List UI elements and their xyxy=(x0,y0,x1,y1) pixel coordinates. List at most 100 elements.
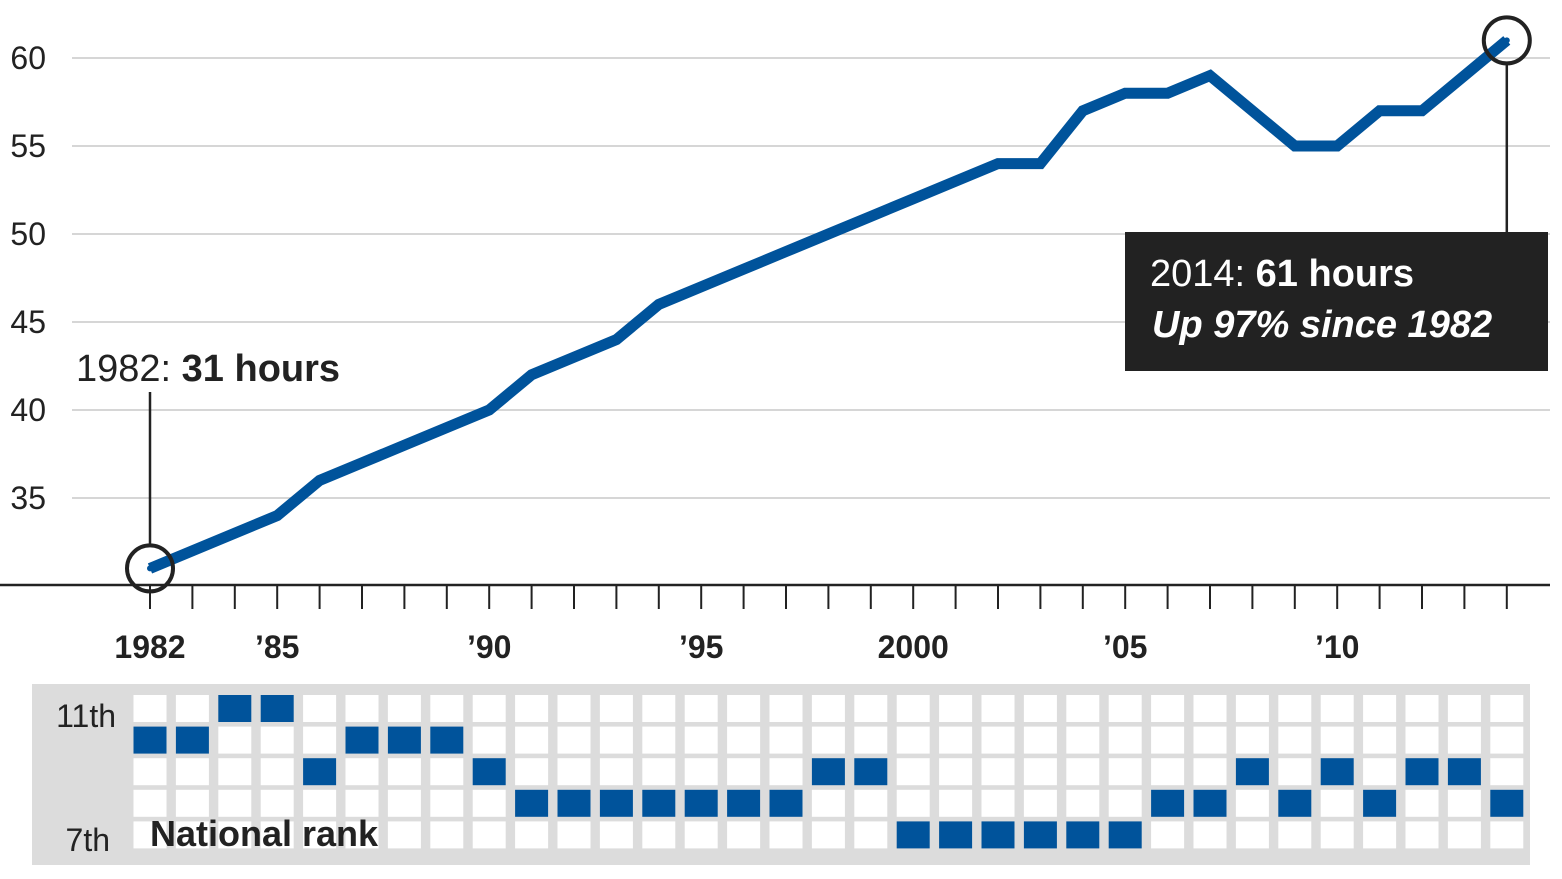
rank-cell-empty xyxy=(1108,695,1142,722)
rank-cell-empty xyxy=(430,821,464,849)
data-point-2006 xyxy=(1164,90,1171,97)
rank-cell-empty xyxy=(515,695,549,722)
y-tick-label: 55 xyxy=(10,128,46,164)
rank-cell-empty xyxy=(727,758,761,786)
rank-cell-filled-1999 xyxy=(854,758,888,786)
rank-cell-filled-1997 xyxy=(769,789,803,817)
data-point-1983 xyxy=(189,547,196,554)
rank-cell-empty xyxy=(1151,726,1185,754)
rank-cell-empty xyxy=(896,758,930,786)
data-point-1998 xyxy=(825,231,832,237)
rank-cell-empty xyxy=(769,758,803,786)
rank-cell-filled-2001 xyxy=(939,821,973,849)
rank-cell-empty xyxy=(854,726,888,754)
data-point-1999 xyxy=(867,213,874,220)
rank-cell-filled-1988 xyxy=(387,726,421,754)
rank-cell-filled-2008 xyxy=(1235,758,1269,786)
data-point-1986 xyxy=(316,477,323,484)
rank-cell-empty xyxy=(896,695,930,722)
rank-cell-empty xyxy=(1320,695,1354,722)
rank-cell-empty xyxy=(133,789,167,817)
rank-cell-empty xyxy=(981,695,1015,722)
rank-row-label-bottom: 7th xyxy=(66,822,110,858)
rank-cell-empty xyxy=(1363,695,1397,722)
rank-cell-empty xyxy=(260,789,294,817)
rank-cell-empty xyxy=(1363,758,1397,786)
rank-cell-empty xyxy=(642,726,676,754)
data-point-2013 xyxy=(1461,72,1468,79)
rank-cell-filled-2002 xyxy=(981,821,1015,849)
rank-cell-filled-2009 xyxy=(1278,789,1312,817)
rank-cell-empty xyxy=(1490,695,1524,722)
rank-cell-empty xyxy=(642,695,676,722)
rank-cell-empty xyxy=(387,789,421,817)
y-axis-ticks: 35 40 45 50 55 60 xyxy=(10,40,46,516)
data-point-2012 xyxy=(1419,107,1425,114)
rank-row-label-top: 11th xyxy=(56,698,116,734)
rank-cell-empty xyxy=(1151,758,1185,786)
rank-cell-empty xyxy=(1066,726,1100,754)
rank-cell-empty xyxy=(345,821,379,849)
rank-cell-filled-2012 xyxy=(1405,758,1439,786)
rank-cell-empty xyxy=(345,758,379,786)
data-point-2007 xyxy=(1207,72,1213,79)
rank-cell-empty xyxy=(939,726,973,754)
rank-cell-empty xyxy=(1490,758,1524,786)
start-annotation: 1982: 31 hours xyxy=(76,348,340,390)
rank-cell-empty xyxy=(387,821,421,849)
rank-cell-empty xyxy=(175,821,209,849)
rank-cell-empty xyxy=(1278,726,1312,754)
data-point-1982 xyxy=(147,565,153,572)
y-tick-label: 60 xyxy=(10,40,46,76)
rank-cell-empty xyxy=(218,726,252,754)
rank-cell-empty xyxy=(1151,695,1185,722)
rank-cell-empty xyxy=(1235,789,1269,817)
rank-cell-empty xyxy=(981,726,1015,754)
rank-cell-empty xyxy=(811,821,845,849)
rank-cell-empty xyxy=(387,758,421,786)
rank-cell-empty xyxy=(218,789,252,817)
data-point-2001 xyxy=(952,178,959,185)
rank-cell-filled-1985 xyxy=(260,695,294,722)
rank-cell-empty xyxy=(1066,758,1100,786)
rank-cell-empty xyxy=(1490,821,1524,849)
data-point-1991 xyxy=(528,371,535,378)
end-annotation-prefix: 2014: xyxy=(1150,253,1256,295)
data-point-2004 xyxy=(1079,107,1086,114)
data-point-1984 xyxy=(231,530,238,537)
rank-cell-empty xyxy=(854,695,888,722)
rank-cell-empty xyxy=(260,726,294,754)
rank-cell-empty xyxy=(1405,789,1439,817)
start-highlight-circle xyxy=(125,543,175,594)
rank-cell-filled-1995 xyxy=(684,789,718,817)
line-series-layer xyxy=(147,36,1511,574)
rank-cell-empty xyxy=(175,789,209,817)
data-point-1994 xyxy=(655,301,662,308)
data-point-1990 xyxy=(486,407,493,413)
rank-cell-empty xyxy=(472,695,506,722)
rank-cell-empty xyxy=(1405,726,1439,754)
rank-cell-empty xyxy=(599,821,633,849)
x-axis: 1982 ’85 ’90 ’95 2000 ’05 ’10 xyxy=(0,583,1550,665)
rank-cell-filled-2004 xyxy=(1066,821,1100,849)
data-point-2009 xyxy=(1291,143,1298,149)
rank-cell-empty xyxy=(1490,726,1524,754)
rank-cell-empty xyxy=(727,695,761,722)
rank-cell-empty xyxy=(981,789,1015,817)
rank-cell-filled-1983 xyxy=(175,726,209,754)
rank-cell-empty xyxy=(811,695,845,722)
rank-cell-filled-2000 xyxy=(896,821,930,849)
y-tick-label: 40 xyxy=(10,392,46,428)
rank-cell-empty xyxy=(599,695,633,722)
rank-cell-empty xyxy=(133,821,167,849)
rank-cell-empty xyxy=(769,695,803,722)
data-point-2003 xyxy=(1037,160,1044,167)
rank-cell-empty xyxy=(345,789,379,817)
rank-cell-empty xyxy=(1023,789,1057,817)
rank-cell-empty xyxy=(981,758,1015,786)
data-point-1997 xyxy=(783,248,789,255)
rank-cell-empty xyxy=(557,726,591,754)
rank-cell-empty xyxy=(896,789,930,817)
rank-cell-filled-1984 xyxy=(218,695,252,722)
